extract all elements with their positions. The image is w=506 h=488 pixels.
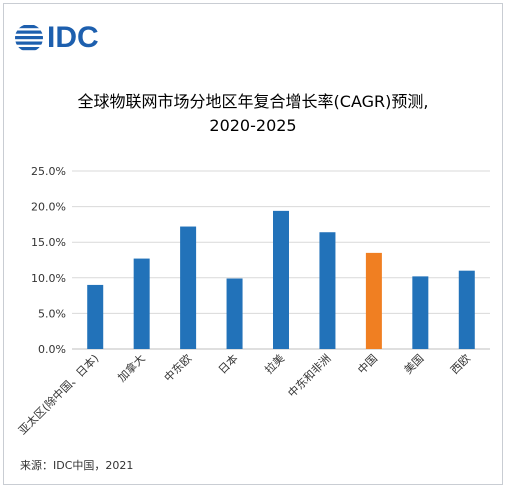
x-tick-label: 拉美 [262,351,287,376]
x-tick-label: 中东欧 [162,352,195,385]
bar-default [458,270,475,349]
source-note: 来源：IDC中国，2021 [20,459,134,472]
y-tick-label: 10.0% [31,272,66,285]
x-tick-label: 亚太区(除中国、日本) [15,351,101,437]
idc-globe-logo-icon [15,25,43,51]
bar-default [412,276,429,349]
y-tick-label: 0.0% [38,343,66,356]
y-tick-label: 20.0% [31,201,66,214]
chart-title: 全球物联网市场分地区年复合增长率(CAGR)预测, 2020-2025 [0,90,506,138]
x-tick-label: 西欧 [448,352,473,377]
bar-default [133,258,150,349]
bar-default [180,226,197,349]
x-tick-label: 中东和非洲 [285,352,333,400]
bar-default [226,278,243,349]
x-tick-label: 美国 [402,352,427,377]
bar-default [87,284,104,349]
y-tick-label: 25.0% [31,165,66,178]
chart-title-line-1: 全球物联网市场分地区年复合增长率(CAGR)预测, [77,92,429,111]
bar-default [273,210,289,349]
x-tick-label: 日本 [215,351,240,376]
logo-text: IDC [47,21,99,54]
chart-frame [3,3,503,485]
x-tick-label: 中国 [355,352,380,377]
x-tick-label: 加拿大 [115,351,148,384]
idc-logo: IDC [14,22,99,54]
y-tick-label: 5.0% [38,307,66,320]
bar-highlight [365,252,382,349]
bar-default [319,232,336,349]
y-tick-label: 15.0% [31,236,66,249]
chart-title-line-2: 2020-2025 [209,116,297,135]
